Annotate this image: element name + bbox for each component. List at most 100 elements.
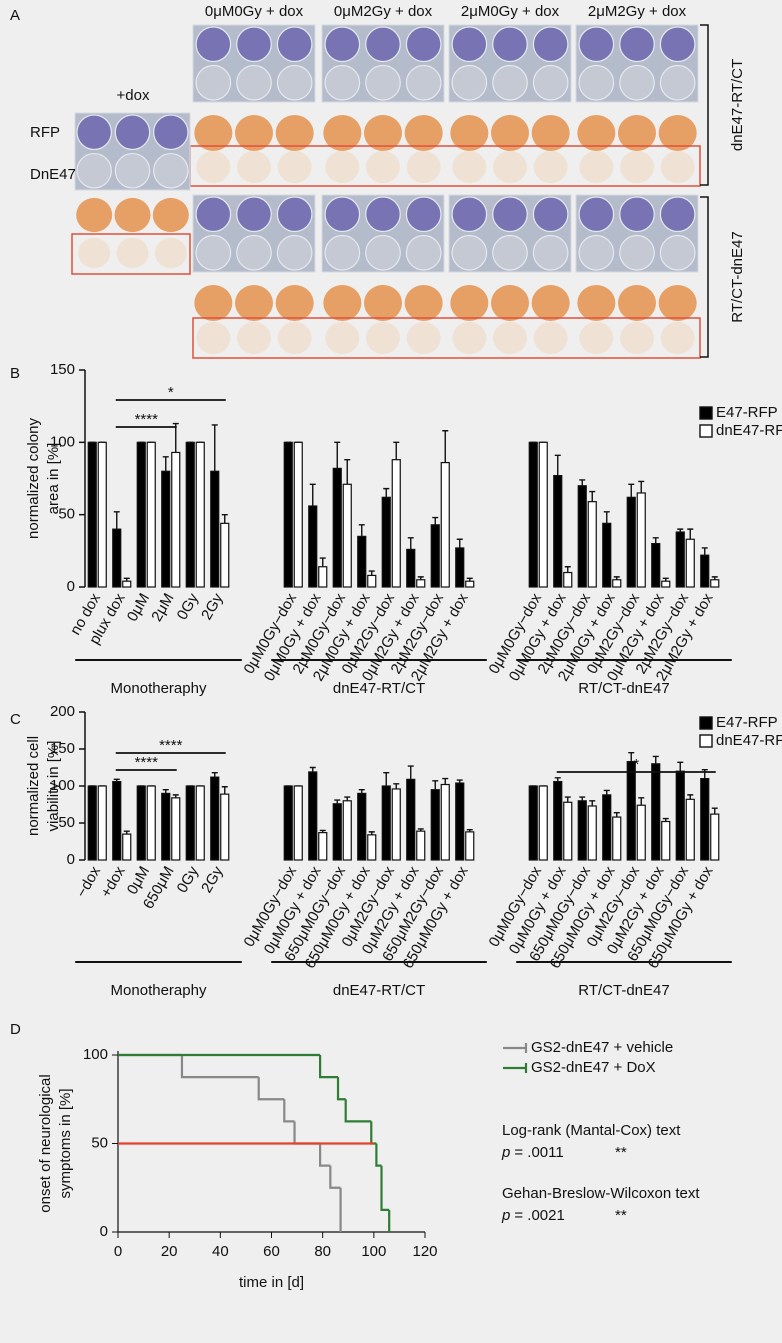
bar (710, 813, 720, 861)
error-bar (344, 796, 351, 801)
bar (171, 451, 181, 588)
p-symbol: p (501, 1207, 510, 1224)
colony-spot (325, 150, 360, 184)
colony-spot (194, 114, 233, 152)
y-axis-label: area in [%] (45, 443, 62, 515)
error-bar (309, 483, 316, 506)
x-tick-label: 120 (412, 1243, 437, 1260)
bar (318, 566, 328, 588)
legend-swatch (699, 716, 713, 730)
survival-step (380, 1165, 390, 1211)
error-bar (579, 479, 586, 486)
bar (342, 483, 352, 588)
bar (122, 833, 132, 861)
panel-letter: C (10, 711, 21, 728)
x-tick-label: +dox (97, 863, 128, 900)
error-bar (589, 800, 596, 806)
colony-spot (196, 150, 231, 184)
well (659, 26, 696, 63)
condition-header: 0μM0Gy + dox (205, 3, 304, 20)
well (619, 64, 655, 101)
well (451, 26, 488, 63)
error-bar (589, 490, 596, 502)
bar (685, 798, 695, 861)
bar (161, 792, 171, 861)
y-tick-label: 100 (83, 1046, 108, 1063)
bar (293, 441, 303, 588)
well (405, 64, 442, 101)
colony-spot (579, 150, 614, 184)
error-bar (172, 422, 179, 453)
colony-spot (404, 284, 443, 322)
survival-step (344, 1099, 372, 1123)
bar (700, 777, 710, 861)
error-bar (628, 752, 635, 762)
bar (553, 780, 563, 861)
well (578, 196, 615, 233)
error-bar (432, 780, 439, 790)
highlight-box (192, 317, 701, 359)
y-axis-label: normalized colony (25, 418, 42, 539)
error-bar (638, 797, 645, 806)
error-bar (603, 511, 610, 524)
legend-label: GS2-dnE47 + DoX (531, 1059, 656, 1076)
bar (391, 788, 401, 861)
bar (357, 535, 367, 588)
p-symbol: p (501, 1144, 510, 1161)
y-tick-label: 50 (91, 1134, 108, 1151)
colony-spot (237, 321, 271, 355)
bar (171, 797, 181, 861)
error-bar (652, 537, 659, 544)
p-value: = .0021 (514, 1207, 564, 1224)
y-tick-label: 0 (100, 1223, 108, 1240)
well (195, 26, 232, 63)
error-bar (701, 547, 708, 556)
bar (87, 785, 97, 861)
bar (700, 554, 710, 588)
x-tick-label: 20 (161, 1243, 178, 1260)
bar (381, 785, 391, 861)
bar (528, 441, 538, 588)
x-tick-label: 0Gy (174, 590, 203, 623)
well (195, 64, 232, 101)
error-bar (383, 771, 390, 786)
well (153, 152, 189, 189)
error-bar (113, 511, 120, 530)
group-label-vertical: RT/CT-dnE47 (729, 231, 746, 322)
error-bar (368, 570, 375, 576)
bar (210, 470, 220, 588)
well (236, 26, 272, 63)
colony-spot (406, 150, 441, 184)
error-bar (319, 557, 326, 567)
bar (563, 801, 573, 861)
bracket (700, 196, 709, 358)
well (195, 196, 232, 233)
well (532, 64, 569, 101)
colony-spot (618, 284, 656, 322)
bar (465, 580, 475, 588)
bar (651, 763, 661, 861)
well (236, 196, 272, 233)
colony-spot (533, 150, 568, 184)
well (276, 64, 313, 101)
y-tick-label: 0 (67, 578, 75, 595)
colony-spot (620, 150, 654, 184)
p-value: = .0011 (514, 1144, 563, 1161)
bar (626, 496, 636, 588)
bar (430, 789, 440, 861)
error-bar (383, 487, 390, 498)
well (153, 114, 189, 151)
error-bar (628, 483, 635, 498)
bar (465, 831, 475, 861)
well (619, 196, 655, 233)
well (114, 152, 151, 189)
survival-step (257, 1077, 285, 1101)
bar (122, 580, 132, 588)
bar (538, 785, 548, 861)
y-tick-label: 200 (50, 703, 75, 720)
legend-swatch (699, 406, 713, 420)
legend-line (503, 1043, 528, 1053)
bar (381, 496, 391, 588)
bar (195, 785, 205, 861)
